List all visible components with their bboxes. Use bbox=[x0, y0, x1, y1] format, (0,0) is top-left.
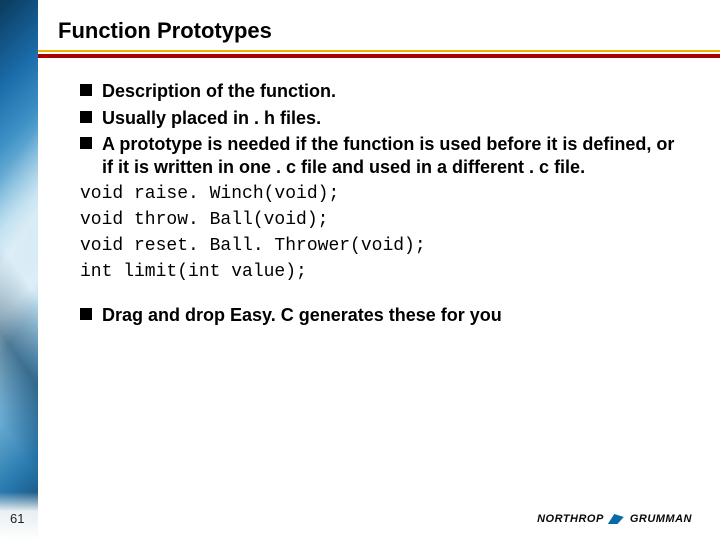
bullet-marker-icon bbox=[80, 84, 92, 96]
logo-mark-icon bbox=[608, 512, 626, 526]
page-number: 61 bbox=[10, 511, 24, 526]
bullet-item: A prototype is needed if the function is… bbox=[80, 133, 680, 178]
slide-title: Function Prototypes bbox=[58, 18, 272, 44]
bullet-item: Drag and drop Easy. C generates these fo… bbox=[80, 304, 680, 327]
code-line: void reset. Ball. Thrower(void); bbox=[80, 236, 680, 256]
divider-yellow bbox=[38, 50, 720, 52]
logo-text-northrop: NORTHROP bbox=[537, 513, 604, 525]
bullet-marker-icon bbox=[80, 137, 92, 149]
logo-text-grumman: GRUMMAN bbox=[630, 513, 692, 525]
bullet-marker-icon bbox=[80, 111, 92, 123]
divider-red bbox=[38, 54, 720, 58]
code-line: void raise. Winch(void); bbox=[80, 184, 680, 204]
bullet-item: Usually placed in . h files. bbox=[80, 107, 680, 130]
code-line: void throw. Ball(void); bbox=[80, 210, 680, 230]
company-logo: NORTHROP GRUMMAN bbox=[537, 512, 692, 526]
spacer bbox=[80, 288, 680, 304]
bullet-text: Description of the function. bbox=[102, 80, 680, 103]
bullet-text: Usually placed in . h files. bbox=[102, 107, 680, 130]
decorative-left-strip bbox=[0, 0, 38, 540]
bullet-marker-icon bbox=[80, 308, 92, 320]
bullet-text: A prototype is needed if the function is… bbox=[102, 133, 680, 178]
content-area: Description of the function. Usually pla… bbox=[80, 80, 680, 331]
slide-root: Function Prototypes Description of the f… bbox=[0, 0, 720, 540]
code-line: int limit(int value); bbox=[80, 262, 680, 282]
bullet-text: Drag and drop Easy. C generates these fo… bbox=[102, 304, 680, 327]
bullet-item: Description of the function. bbox=[80, 80, 680, 103]
code-block: void raise. Winch(void); void throw. Bal… bbox=[80, 184, 680, 282]
